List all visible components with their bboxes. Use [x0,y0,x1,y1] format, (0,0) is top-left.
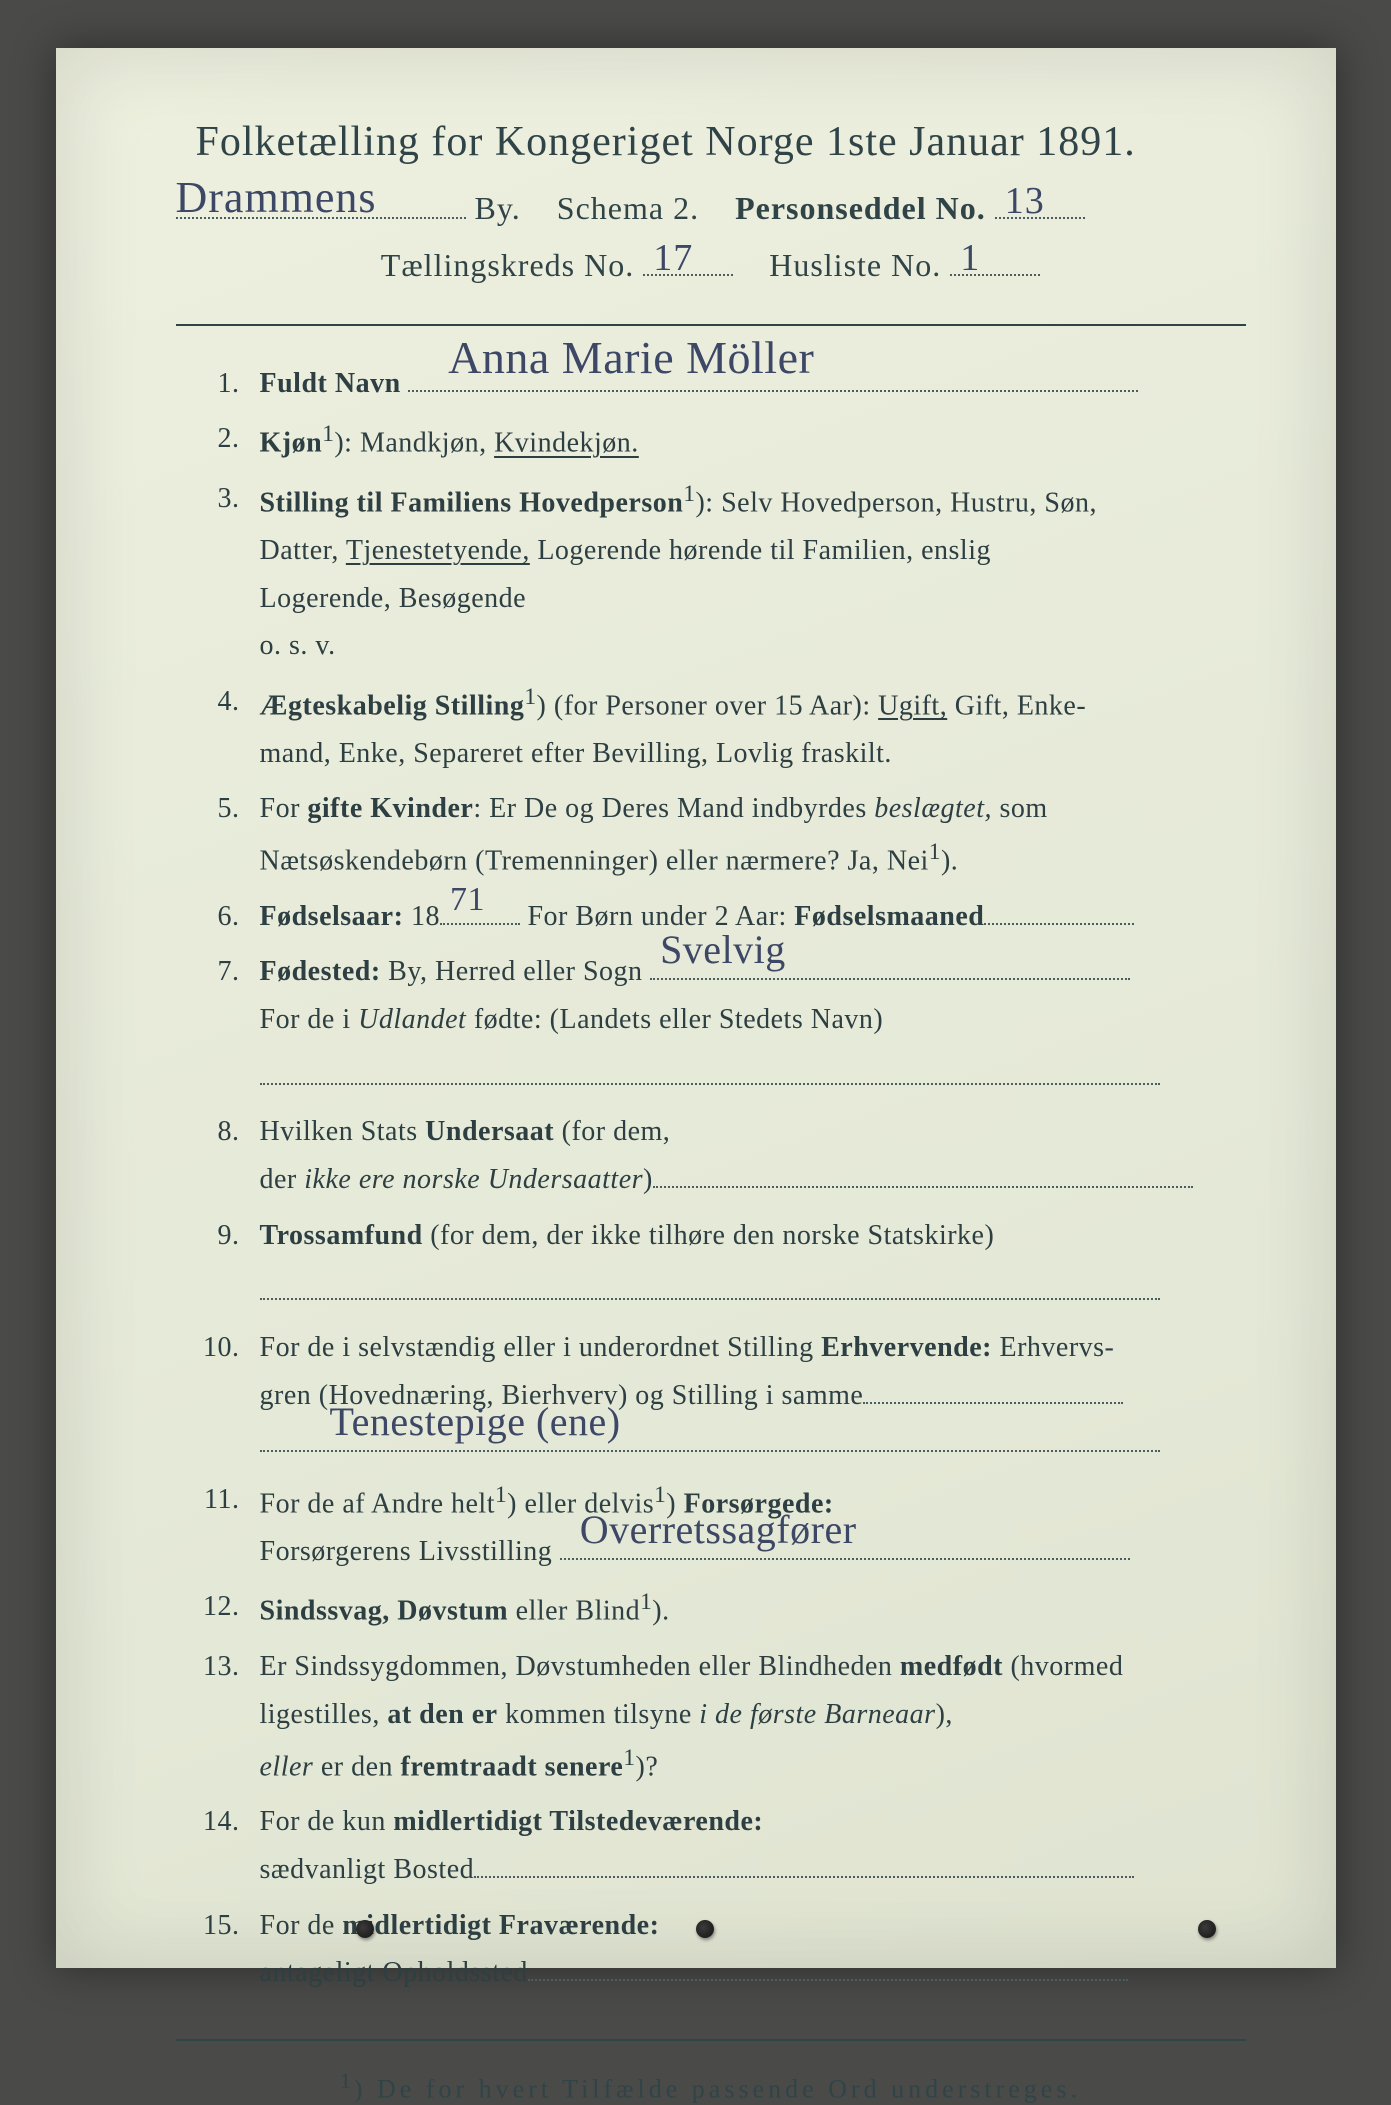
item-num: 6. [176,893,260,941]
underlined: Kvindekjøn. [494,428,639,459]
item-content: Hvilken Stats Undersaat (for dem, der ik… [260,1108,1246,1203]
husliste-field: 1 [950,245,1040,276]
form-items: 1. Fuldt Navn Anna Marie Möller 2. Kjøn1… [176,360,1246,1997]
item-num: 14. [176,1798,260,1846]
item-5: 5. For gifte Kvinder: Er De og Deres Man… [176,785,1246,885]
label: Kjøn [260,428,323,459]
absent-location-field [528,1954,1128,1981]
husliste-no: 1 [960,236,980,280]
item-13: 13. Er Sindssygdommen, Døvstumheden elle… [176,1643,1246,1790]
personseddel-no: 13 [1005,179,1045,223]
usual-residence-field [474,1851,1134,1878]
item-num: 8. [176,1108,260,1156]
item-num: 7. [176,948,260,996]
year-field: 71 [440,898,520,925]
item-content: Fuldt Navn Anna Marie Möller [260,360,1246,408]
main-title: Folketælling for Kongeriget Norge 1ste J… [196,118,1246,166]
item-num: 12. [176,1583,260,1631]
item-1: 1. Fuldt Navn Anna Marie Möller [176,360,1246,408]
item-14: 14. For de kun midlertidigt Tilstedevære… [176,1798,1246,1893]
pin-hole-icon [696,1920,714,1938]
item-content: Fødested: By, Herred eller Sogn Svelvig … [260,948,1246,1100]
rest: Gift, Enke- [947,690,1086,721]
census-form-paper: Folketælling for Kongeriget Norge 1ste J… [56,48,1336,1968]
item-content: For de i selvstændig eller i underordnet… [260,1324,1246,1468]
item-10: 10. For de i selvstændig eller i underor… [176,1324,1246,1468]
line2: Datter, Tjenestetyende, Logerende hørend… [260,535,991,566]
item-content: For de midlertidigt Fraværende: antageli… [260,1902,1246,1997]
kreds-no: 17 [653,236,693,280]
religion-field [260,1273,1160,1300]
item-content: Er Sindssygdommen, Døvstumheden eller Bl… [260,1643,1246,1790]
text: ): Selv Hovedperson, Hustru, Søn, [695,487,1096,518]
item-content: Ægteskabelig Stilling1) (for Personer ov… [260,678,1246,778]
item-num: 9. [176,1212,260,1260]
bottom-rule [176,2039,1246,2041]
sup: 1 [524,684,536,710]
item-num: 2. [176,415,260,463]
underlined: Ugift, [878,690,947,721]
item-content: Kjøn1): Mandkjøn, Kvindekjøn. [260,415,1246,467]
item-num: 1. [176,360,260,408]
name-handwritten: Anna Marie Möller [448,319,814,397]
item-8: 8. Hvilken Stats Undersaat (for dem, der… [176,1108,1246,1203]
schema-label: Schema 2. [557,190,699,226]
mid: ) (for Personer over 15 Aar): [537,690,879,721]
citizenship-field [653,1161,1193,1188]
item-num: 13. [176,1643,260,1691]
text: ): Mandkjøn, [334,428,494,459]
item-num: 10. [176,1324,260,1372]
kreds-label: Tællingskreds No. [381,247,634,283]
item-content: For gifte Kvinder: Er De og Deres Mand i… [260,785,1246,885]
label: Stilling til Familiens Hovedperson [260,487,684,518]
item-content: For de kun midlertidigt Tilstedeværende:… [260,1798,1246,1893]
line3: Logerende, Besøgende [260,583,527,614]
item-num: 15. [176,1902,260,1950]
item-11: 11. For de af Andre helt1) eller delvis1… [176,1476,1246,1576]
item-num: 4. [176,678,260,726]
item-content: Trossamfund (for dem, der ikke tilhøre d… [260,1212,1246,1316]
item-2: 2. Kjøn1): Mandkjøn, Kvindekjøn. [176,415,1246,467]
kreds-field: 17 [643,245,733,276]
sup: 1 [683,481,695,507]
personseddel-label: Personseddel No. [735,190,986,226]
item-15: 15. For de midlertidigt Fraværende: anta… [176,1902,1246,1997]
footnote: 1) De for hvert Tilfælde passende Ord un… [176,2069,1246,2105]
city-handwritten: Drammens [176,172,377,223]
line4: o. s. v. [260,630,336,661]
label: Fødested: [260,956,381,987]
city-field: Drammens [176,188,466,219]
personseddel-field: 13 [995,188,1085,219]
item-content: Stilling til Familiens Hovedperson1): Se… [260,475,1246,670]
label: Ægteskabelig Stilling [260,690,525,721]
item-4: 4. Ægteskabelig Stilling1) (for Personer… [176,678,1246,778]
label: Trossamfund [260,1220,423,1251]
item-num: 3. [176,475,260,523]
line2: mand, Enke, Separeret efter Bevilling, L… [260,738,892,769]
label: Fødselsaar: [260,901,404,932]
provider-field: Overretssagfører [560,1533,1130,1560]
pin-hole-icon [356,1920,374,1938]
by-label: By. [475,190,521,226]
item-num: 5. [176,785,260,833]
name-field: Anna Marie Möller [408,364,1138,391]
item-num: 11. [176,1476,260,1524]
husliste-label: Husliste No. [769,247,941,283]
header-line-3: Tællingskreds No. 17 Husliste No. 1 [176,245,1246,284]
birthplace-field: Svelvig [650,953,1130,980]
item-content: Sindssvag, Døvstum eller Blind1). [260,1583,1246,1635]
sup: 1 [322,421,334,447]
item-content: For de af Andre helt1) eller delvis1) Fo… [260,1476,1246,1576]
month-field [984,898,1134,925]
item-12: 12. Sindssvag, Døvstum eller Blind1). [176,1583,1246,1635]
pin-hole-icon [1198,1920,1216,1938]
occupation-field: Tenestepige (ene) [260,1425,1160,1452]
label: Fuldt Navn [260,368,401,399]
item-9: 9. Trossamfund (for dem, der ikke tilhør… [176,1212,1246,1316]
abroad-field [260,1058,1160,1085]
item-3: 3. Stilling til Familiens Hovedperson1):… [176,475,1246,670]
header-line-2: Drammens By. Schema 2. Personseddel No. … [176,188,1246,227]
item-7: 7. Fødested: By, Herred eller Sogn Svelv… [176,948,1246,1100]
